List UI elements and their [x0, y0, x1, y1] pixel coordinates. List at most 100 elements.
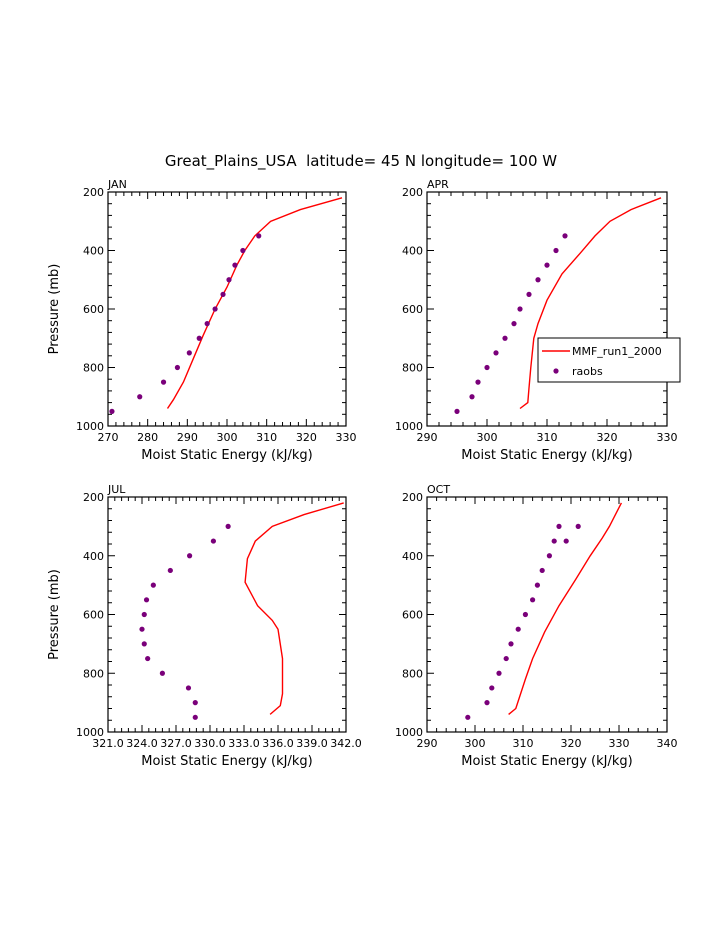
y-tick-label: 800 — [83, 667, 104, 680]
y-tick-label: 1000 — [76, 420, 104, 433]
obs-point — [192, 714, 198, 720]
obs-point — [204, 321, 210, 327]
x-tick-label: 320 — [296, 431, 317, 444]
x-tick-label: 330 — [336, 431, 357, 444]
obs-point — [210, 538, 216, 544]
panel-apr: APR 290 300 310 320 330 200 400 600 800 1000 Moist … — [395, 178, 681, 463]
x-tick-label: 290 — [417, 431, 438, 444]
x-tick-label: 270 — [98, 431, 119, 444]
obs-point — [174, 364, 181, 371]
x-tick-label: 310 — [256, 431, 277, 444]
obs-point — [256, 233, 262, 239]
x-tick-label: 330 — [609, 737, 630, 750]
x-tick-label: 300 — [477, 431, 498, 444]
obs-point — [137, 394, 143, 400]
panel-jul: JUL 321.0 324.0 327.0 330.0 333.0 336.0 339.0 34… — [47, 483, 362, 769]
x-axis-label: Moist Static Energy (kJ/kg) — [141, 448, 312, 463]
plot-frame-apr — [426, 191, 668, 427]
series-line-model — [519, 197, 662, 410]
x-tick-label: 330 — [657, 431, 678, 444]
series-line-model — [244, 502, 344, 715]
x-tick-label: 300 — [217, 431, 238, 444]
legend-box — [537, 337, 681, 383]
obs-point — [493, 350, 499, 356]
panel-title-jan: JAN — [107, 178, 127, 191]
panel-title-apr: APR — [427, 178, 449, 191]
obs-point — [160, 379, 167, 385]
obs-point — [141, 611, 147, 618]
obs-point — [150, 582, 156, 588]
data-jul — [139, 502, 344, 720]
x-tick-label: 290 — [177, 431, 198, 444]
y-tick-label: 1000 — [395, 726, 423, 739]
x-axis-label: Moist Static Energy (kJ/kg) — [461, 754, 632, 769]
x-tick-label: 333.0 — [228, 737, 260, 750]
x-tick-label: 339.0 — [296, 737, 328, 750]
y-axis-label: Pressure (mb) — [47, 264, 62, 355]
obs-point — [530, 597, 536, 603]
x-tick-label: 340 — [657, 737, 678, 750]
obs-point — [496, 670, 502, 676]
data-jan — [109, 197, 343, 414]
y-tick-label: 800 — [83, 362, 104, 375]
obs-point — [220, 291, 226, 297]
x-tick-label: 321.0 — [92, 737, 124, 750]
x-axis-label: Moist Static Energy (kJ/kg) — [461, 448, 632, 463]
obs-point — [465, 714, 471, 720]
legend-dot-swatch — [553, 368, 559, 374]
y-tick-label: 400 — [402, 550, 423, 563]
x-tick-label: 330.0 — [194, 737, 226, 750]
y-tick-label: 200 — [402, 491, 423, 504]
obs-point — [240, 247, 246, 254]
obs-point — [562, 233, 568, 239]
x-tick-label: 310 — [513, 737, 534, 750]
obs-point — [511, 321, 517, 327]
obs-point — [109, 408, 115, 414]
x-tick-label: 327.0 — [160, 737, 192, 750]
panel-oct: OCT 290 300 310 320 330 340 200 400 600 800 1000 Moi… — [395, 483, 678, 769]
obs-point — [232, 262, 238, 268]
obs-point — [469, 394, 475, 400]
obs-point — [484, 364, 490, 371]
series-line-model — [508, 502, 623, 715]
y-tick-label: 200 — [83, 186, 104, 199]
obs-point — [186, 350, 192, 356]
obs-point — [141, 641, 147, 647]
legend-label-obs: raobs — [572, 365, 603, 378]
x-tick-label: 342.0 — [330, 737, 362, 750]
y-tick-label: 600 — [83, 303, 104, 316]
obs-point — [522, 611, 529, 618]
x-tick-label: 280 — [137, 431, 158, 444]
plot-frame-jan — [107, 191, 347, 427]
obs-point — [503, 655, 509, 662]
obs-point — [553, 247, 559, 254]
obs-point — [143, 597, 150, 603]
obs-point — [544, 262, 550, 268]
y-tick-label: 400 — [402, 245, 423, 258]
obs-point — [539, 567, 545, 574]
plot-frame-oct — [426, 496, 668, 733]
obs-point — [489, 685, 495, 691]
x-tick-label: 336.0 — [262, 737, 294, 750]
obs-point — [225, 523, 231, 529]
x-tick-label: 310 — [537, 431, 558, 444]
x-tick-label: 320 — [597, 431, 618, 444]
obs-point — [534, 582, 541, 588]
obs-point — [546, 553, 553, 559]
series-line-model — [166, 197, 343, 409]
legend-label-model: MMF_run1_2000 — [572, 345, 662, 358]
x-tick-label: 300 — [465, 737, 486, 750]
y-tick-label: 800 — [402, 667, 423, 680]
obs-point — [484, 700, 490, 706]
obs-point — [167, 567, 173, 574]
y-tick-label: 400 — [83, 245, 104, 258]
panel-title-oct: OCT — [427, 483, 450, 496]
obs-point — [139, 626, 145, 632]
obs-point — [515, 626, 521, 632]
panels: JAN 270 280 290 300 310 320 330 200 400 600 800 1000… — [47, 178, 681, 769]
y-tick-label: 200 — [402, 186, 423, 199]
obs-point — [508, 641, 514, 647]
data-apr — [454, 197, 662, 414]
obs-point — [159, 670, 165, 676]
